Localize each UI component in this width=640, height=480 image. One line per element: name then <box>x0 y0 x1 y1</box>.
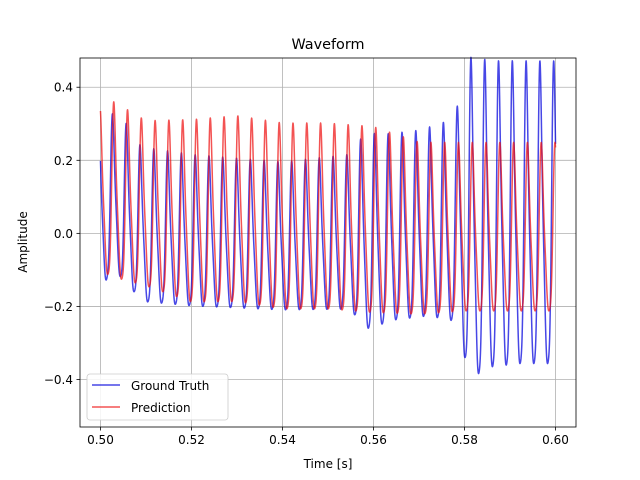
series-group <box>99 56 557 375</box>
legend-label-prediction: Prediction <box>131 401 191 415</box>
y-axis-title: Amplitude <box>16 211 30 273</box>
y-tick-label: 0.2 <box>54 154 73 168</box>
x-tick-label: 0.60 <box>542 433 569 447</box>
axes-frame <box>79 57 577 428</box>
legend-box <box>86 373 229 421</box>
x-tick-label: 0.58 <box>451 433 478 447</box>
x-tick-label: 0.54 <box>269 433 296 447</box>
x-tick-label: 0.52 <box>178 433 205 447</box>
y-tick-label: 0.4 <box>54 81 73 95</box>
ticks: 0.50 0.52 0.54 0.56 0.58 0.60 −0.4 −0.2 0.0 0.2 0.… <box>44 81 569 447</box>
x-tick-label: 0.56 <box>360 433 387 447</box>
x-axis-title: Time [s] <box>303 457 353 471</box>
legend: Ground Truth Prediction <box>86 373 229 421</box>
chart-title: Waveform <box>291 37 364 53</box>
y-tick-label: −0.4 <box>44 373 73 387</box>
y-tick-label: 0.0 <box>54 227 73 241</box>
legend-label-ground-truth: Ground Truth <box>131 379 209 393</box>
y-tick-label: −0.2 <box>44 300 73 314</box>
x-tick-label: 0.50 <box>87 433 114 447</box>
series-line-prediction <box>99 101 557 315</box>
